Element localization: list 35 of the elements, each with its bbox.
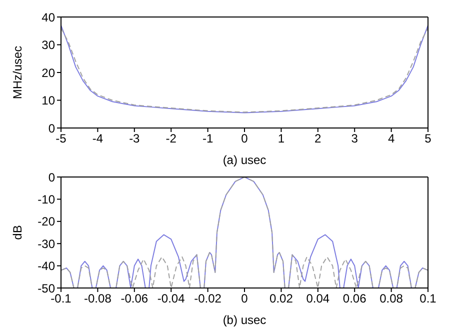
y-tick-label: -40 bbox=[38, 259, 56, 274]
x-tick-label: 0 bbox=[241, 132, 248, 146]
x-tick-label: 4 bbox=[388, 132, 395, 146]
x-tick-label: -0.04 bbox=[157, 292, 186, 306]
x-tick-label: -0.08 bbox=[84, 292, 112, 306]
y-tick-label: 10 bbox=[42, 94, 56, 108]
y-tick-label: -20 bbox=[38, 214, 56, 229]
x-tick-label: 3 bbox=[351, 132, 358, 146]
x-tick-label: 0.1 bbox=[420, 292, 437, 306]
y-tick-label: 20 bbox=[42, 66, 56, 80]
y-tick-label: 0 bbox=[48, 121, 56, 136]
x-tick-label: 2 bbox=[314, 132, 322, 146]
x-tick-label: -0.02 bbox=[194, 292, 222, 306]
y-tick-label: 0 bbox=[48, 170, 56, 184]
x-tick-label: 0.02 bbox=[270, 292, 294, 306]
x-tick-label: 5 bbox=[424, 132, 432, 146]
x-tick-label: -2 bbox=[166, 132, 177, 146]
x-tick-label: 0 bbox=[241, 292, 248, 306]
x-tick-label: 0.06 bbox=[342, 292, 367, 306]
x-axis-title: (a) usec bbox=[222, 153, 266, 167]
x-axis-title: (b) usec bbox=[222, 313, 266, 327]
x-tick-label: -3 bbox=[129, 132, 140, 146]
x-tick-label: 1 bbox=[278, 132, 285, 146]
y-axis-title: dB bbox=[10, 225, 24, 240]
x-tick-label: -0.06 bbox=[120, 292, 148, 306]
y-tick-label: 30 bbox=[42, 38, 56, 52]
x-tick-label: -5 bbox=[56, 132, 67, 146]
y-tick-label: -10 bbox=[38, 192, 56, 206]
x-tick-label: 0.08 bbox=[380, 292, 404, 306]
x-tick-label: 0.04 bbox=[306, 292, 330, 306]
y-tick-label: -30 bbox=[38, 236, 56, 251]
x-tick-label: -4 bbox=[92, 132, 104, 146]
x-tick-label: -1 bbox=[202, 132, 214, 146]
y-axis-title: MHz/usec bbox=[10, 46, 24, 100]
y-tick-label: 40 bbox=[42, 10, 56, 24]
